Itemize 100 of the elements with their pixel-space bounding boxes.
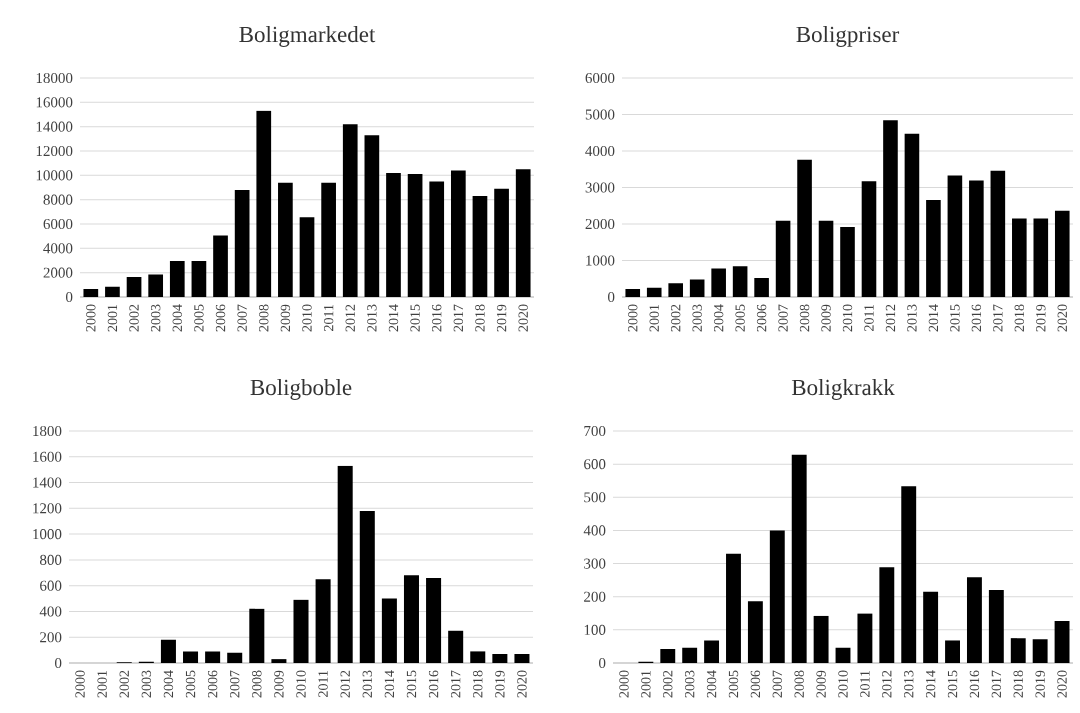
bar — [256, 110, 272, 297]
bar — [990, 170, 1006, 297]
x-tick-label: 2015 — [410, 304, 420, 332]
x-tick-label: 2009 — [280, 304, 291, 332]
bar — [797, 159, 812, 297]
x-tick-label: 2018 — [1013, 670, 1023, 698]
x-tick-label: 2020 — [1057, 670, 1067, 698]
x-tick-label: 2017 — [453, 304, 464, 332]
bar — [732, 266, 748, 297]
y-tick-label: 1000 — [586, 255, 615, 266]
x-tick-label: 2010 — [838, 670, 848, 698]
bar — [945, 640, 960, 663]
x-tick-label: 2013 — [907, 304, 917, 332]
x-tick-label: 2019 — [1036, 304, 1046, 332]
x-tick-label: 2020 — [518, 304, 528, 332]
chart-title: Boligboble — [250, 379, 352, 400]
bar — [472, 196, 488, 297]
y-tick-label: 6000 — [585, 72, 615, 84]
x-tick-label: 2005 — [728, 670, 739, 698]
x-tick-label: 2015 — [406, 670, 417, 698]
y-tick-label: 800 — [40, 554, 62, 565]
x-tick-label: 2009 — [821, 304, 831, 332]
bar — [704, 640, 720, 663]
bar — [448, 630, 464, 663]
y-tick-label: 0 — [599, 657, 606, 669]
x-tick-label: 2008 — [252, 670, 262, 698]
bar — [682, 647, 698, 663]
bar — [492, 653, 508, 663]
bar — [105, 286, 120, 297]
x-tick-label: 2010 — [302, 304, 312, 332]
y-tick-label: 3000 — [585, 182, 615, 193]
bar — [321, 182, 336, 297]
bar — [711, 268, 726, 297]
x-tick-label: 2002 — [129, 304, 139, 332]
x-tick-label: 2015 — [950, 304, 960, 332]
x-tick-label: 2005 — [194, 304, 204, 332]
x-tick-label: 2005 — [185, 670, 196, 698]
bar — [83, 289, 99, 297]
bar — [835, 647, 851, 663]
chart-title: Boligpriser — [796, 26, 900, 47]
y-tick-label: 18000 — [36, 72, 73, 84]
bar — [668, 283, 683, 297]
y-tick-label: 500 — [584, 492, 606, 503]
y-tick-label: 0 — [55, 657, 62, 669]
x-tick-label: 2014 — [925, 670, 936, 698]
x-tick-label: 2018 — [1014, 304, 1025, 332]
x-tick-label: 2011 — [318, 670, 328, 697]
bar — [169, 261, 185, 297]
bar — [791, 454, 807, 663]
x-tick-label: 2012 — [345, 304, 355, 332]
bar — [148, 274, 164, 297]
bar — [160, 639, 176, 663]
bar — [126, 276, 142, 297]
x-tick-label: 2011 — [323, 304, 334, 331]
bar — [342, 124, 358, 297]
y-tick-label: 0 — [608, 291, 615, 303]
bar — [969, 180, 984, 297]
x-tick-label: 2014 — [388, 304, 399, 332]
bar — [901, 486, 917, 663]
bar — [1033, 218, 1049, 297]
bar — [205, 651, 221, 663]
y-tick-label: 0 — [66, 291, 73, 303]
y-tick-label: 14000 — [36, 121, 73, 132]
x-tick-label: 2017 — [450, 670, 461, 698]
bar — [966, 577, 982, 663]
bar — [1010, 638, 1026, 663]
x-tick-label: 2015 — [947, 670, 958, 698]
y-tick-label: 300 — [584, 558, 606, 569]
x-tick-label: 2018 — [473, 670, 483, 698]
x-tick-label: 2016 — [431, 304, 442, 332]
x-tick-label: 2006 — [215, 304, 226, 332]
bar — [234, 189, 250, 297]
bar — [754, 278, 769, 297]
bar — [1054, 620, 1070, 663]
x-tick-label: 2018 — [475, 304, 485, 332]
y-tick-label: 1200 — [33, 503, 62, 514]
bar — [726, 553, 741, 663]
bar — [857, 613, 873, 663]
bar — [515, 169, 531, 297]
x-tick-label: 2011 — [860, 670, 870, 697]
x-tick-label: 2001 — [97, 670, 107, 698]
y-tick-label: 16000 — [36, 97, 73, 108]
bar — [775, 220, 791, 297]
y-tick-label: 12000 — [36, 145, 73, 157]
y-tick-label: 1800 — [33, 425, 62, 437]
y-tick-label: 600 — [40, 580, 62, 591]
x-tick-label: 2001 — [107, 304, 118, 332]
x-tick-label: 2017 — [993, 304, 1003, 332]
bar — [947, 175, 963, 297]
bar — [337, 465, 353, 663]
x-tick-label: 2013 — [903, 670, 914, 698]
bar — [861, 181, 877, 297]
bar — [769, 530, 785, 663]
x-tick-label: 2001 — [649, 304, 659, 332]
x-tick-label: 2003 — [684, 670, 695, 698]
x-tick-label: 2013 — [367, 304, 377, 332]
y-tick-label: 10000 — [36, 170, 73, 181]
bar — [883, 120, 898, 297]
x-tick-label: 2016 — [969, 670, 980, 698]
x-tick-label: 2000 — [86, 304, 96, 332]
